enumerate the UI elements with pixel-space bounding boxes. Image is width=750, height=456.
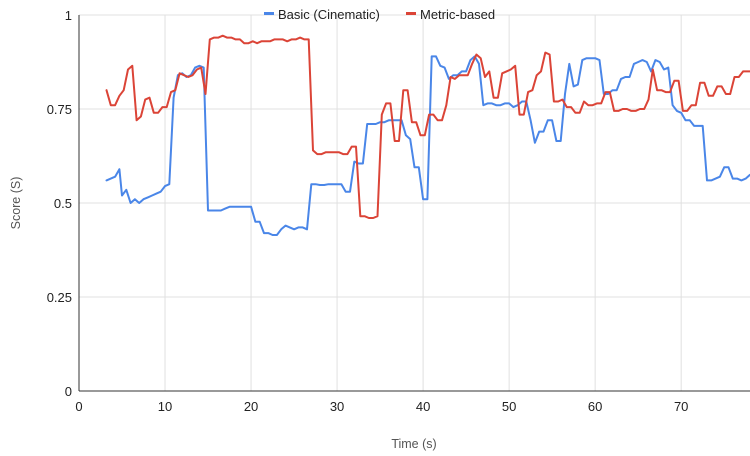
legend-label: Metric-based: [420, 7, 495, 22]
legend-item[interactable]: Basic (Cinematic): [264, 7, 380, 22]
x-tick-label: 50: [502, 399, 516, 414]
y-tick-label: 0.25: [47, 290, 72, 305]
y-tick-label: 0.5: [54, 196, 72, 211]
x-tick-label: 40: [416, 399, 430, 414]
x-axis-title: Time (s): [391, 437, 436, 451]
y-tick-label: 0: [65, 384, 72, 399]
legend-label: Basic (Cinematic): [278, 7, 380, 22]
legend-swatch: [406, 12, 416, 15]
x-tick-label: 60: [588, 399, 602, 414]
y-tick-label: 1: [65, 8, 72, 23]
series-line-basic-cinematic[interactable]: [105, 55, 750, 236]
y-tick-label: 0.75: [47, 102, 72, 117]
series-lines: [105, 34, 750, 236]
tick-labels: 0 10 20 30 40 50 60 70 0 0.25 0.5 0.75 1: [47, 8, 689, 414]
x-tick-label: 10: [158, 399, 172, 414]
legend-item[interactable]: Metric-based: [406, 7, 495, 22]
x-tick-label: 30: [330, 399, 344, 414]
x-tick-label: 0: [75, 399, 82, 414]
series-line-metric-based[interactable]: [105, 34, 750, 219]
legend[interactable]: Basic (Cinematic) Metric-based: [264, 7, 495, 22]
grid-lines: [79, 14, 750, 391]
x-tick-label: 20: [244, 399, 258, 414]
y-axis-title: Score (S): [9, 177, 23, 230]
x-tick-label: 70: [674, 399, 688, 414]
axes: [78, 15, 750, 392]
legend-swatch: [264, 12, 274, 15]
